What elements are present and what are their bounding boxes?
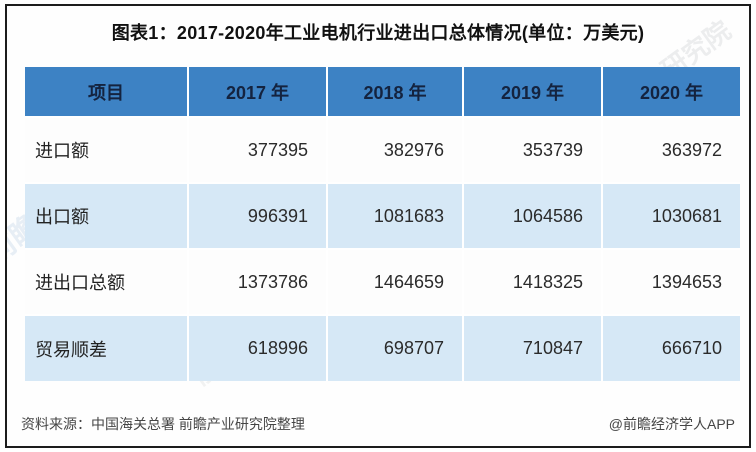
column-header-2020: 2020 年 — [601, 67, 740, 117]
cell-value: 1064586 — [462, 183, 602, 249]
table-row-imports: 进口额 377395 382976 353739 363972 — [25, 117, 740, 183]
cell-value: 1081683 — [326, 183, 463, 249]
chart-card: 前瞻产业研究院 前瞻产业研究院 前瞻产业研究院 前瞻产业研究院 图表1：2017… — [5, 4, 751, 448]
cell-value: 1464659 — [326, 249, 463, 315]
row-label: 进出口总额 — [35, 273, 125, 293]
cell-value: 1030681 — [601, 183, 740, 249]
table-header-row: 项目 2017 年 2018 年 2019 年 2020 年 — [25, 67, 740, 117]
cell-value: 710847 — [462, 315, 602, 381]
cell-value: 666710 — [601, 315, 740, 381]
cell-value: 1394653 — [601, 249, 740, 315]
row-label: 出口额 — [35, 207, 89, 227]
cell-value: 618996 — [187, 315, 327, 381]
source-note: 资料来源：中国海关总署 前瞻产业研究院整理 — [21, 416, 305, 432]
footer: 资料来源：中国海关总署 前瞻产业研究院整理 @前瞻经济学人APP — [21, 414, 735, 434]
cell-value: 363972 — [601, 117, 740, 183]
cell-value: 353739 — [462, 117, 602, 183]
column-header-item: 项目 — [25, 67, 188, 117]
cell-value: 698707 — [326, 315, 463, 381]
cell-value: 1373786 — [187, 249, 327, 315]
credit-note: @前瞻经济学人APP — [608, 416, 735, 432]
data-table: 项目 2017 年 2018 年 2019 年 2020 年 进口额 37739… — [25, 67, 740, 381]
cell-value: 382976 — [326, 117, 463, 183]
cell-value: 1418325 — [462, 249, 602, 315]
cell-value: 377395 — [187, 117, 327, 183]
column-header-2017: 2017 年 — [187, 67, 327, 117]
chart-title: 图表1：2017-2020年工业电机行业进出口总体情况(单位：万美元) — [111, 23, 645, 43]
table-row-exports: 出口额 996391 1081683 1064586 1030681 — [25, 183, 740, 249]
table-row-total: 进出口总额 1373786 1464659 1418325 1394653 — [25, 249, 740, 315]
row-label: 进口额 — [35, 141, 89, 161]
column-header-2018: 2018 年 — [326, 67, 463, 117]
cell-value: 996391 — [187, 183, 327, 249]
row-label: 贸易顺差 — [35, 339, 107, 360]
table-row-surplus: 贸易顺差 618996 698707 710847 666710 — [25, 315, 740, 381]
column-header-2019: 2019 年 — [462, 67, 602, 117]
